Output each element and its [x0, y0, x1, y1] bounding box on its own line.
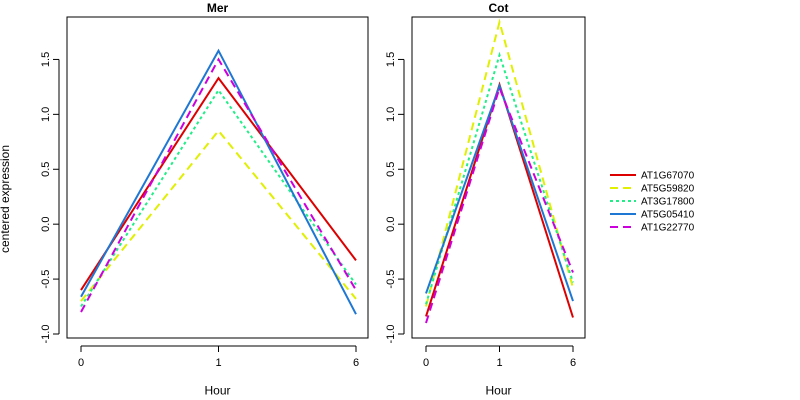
- series-line-at1g67070: [80, 76, 357, 291]
- y-tick-label: 0.5: [40, 162, 52, 177]
- legend-label: AT1G67070: [641, 171, 695, 182]
- y-tick-label: 1.0: [40, 107, 52, 122]
- y-tick-label: 0.0: [40, 217, 52, 232]
- x-axis: 0 1 6: [78, 345, 359, 369]
- x-axis-label: Hour: [485, 383, 511, 397]
- panel-title: Cot: [489, 1, 509, 15]
- legend-label: AT1G22770: [641, 223, 695, 234]
- series-line-at3g17800: [80, 88, 357, 308]
- legend: AT1G67070 AT5G59820 AT3G17800 AT5G05410 AT1G…: [610, 171, 695, 234]
- series-line-at5g05410: [80, 48, 357, 315]
- y-tick-label: -0.5: [385, 270, 397, 289]
- y-tick-label: -1.0: [40, 325, 52, 344]
- panel-title: Mer: [207, 1, 229, 15]
- x-tick-label: 0: [78, 357, 84, 369]
- y-tick-label: -0.5: [40, 270, 52, 289]
- legend-item: AT5G59820: [610, 184, 695, 195]
- x-tick-label: 0: [423, 357, 429, 369]
- x-axis-label: Hour: [204, 383, 230, 397]
- y-tick-label: 1.5: [385, 52, 397, 67]
- y-tick-label: 1.5: [40, 52, 52, 67]
- series-line-at5g05410: [425, 82, 574, 302]
- y-axis: -1.0 -0.5 0.0 0.5 1.0 1.5: [40, 52, 60, 344]
- y-tick-label: 1.0: [385, 107, 397, 122]
- x-tick-label: 1: [496, 357, 502, 369]
- y-tick-label: 0.0: [385, 217, 397, 232]
- series-group: [425, 18, 574, 324]
- plot-frame: [66, 16, 369, 339]
- legend-item: AT5G05410: [610, 210, 695, 221]
- legend-label: AT3G17800: [641, 197, 695, 208]
- x-tick-label: 1: [215, 357, 221, 369]
- series-line-at5g59820: [425, 18, 574, 307]
- y-axis-label: centered expression: [0, 145, 12, 253]
- series-line-at1g67070: [425, 81, 574, 318]
- plot-frame: [411, 16, 586, 339]
- series-line-at1g22770: [80, 57, 357, 313]
- y-tick-label: 0.5: [385, 162, 397, 177]
- x-tick-label: 6: [353, 357, 359, 369]
- x-axis: 0 1 6: [423, 345, 576, 369]
- y-tick-label: -1.0: [385, 325, 397, 344]
- legend-item: AT1G67070: [610, 171, 695, 182]
- x-tick-label: 6: [570, 357, 576, 369]
- series-line-at1g22770: [425, 85, 574, 324]
- legend-label: AT5G59820: [641, 184, 695, 195]
- series-line-at3g17800: [425, 51, 574, 305]
- series-group: [80, 48, 357, 315]
- y-axis: -1.0 -0.5 0.0 0.5 1.0 1.5: [385, 52, 405, 344]
- legend-item: AT3G17800: [610, 197, 695, 208]
- panel-mer: Mer -1.0 -0.5 0.0 0.5 1.0 1.5 0 1 6 Hour: [40, 1, 369, 397]
- panel-cot: Cot -1.0 -0.5 0.0 0.5 1.0 1.5 0 1 6 Hour: [385, 1, 586, 397]
- series-line-at5g59820: [80, 129, 357, 302]
- legend-item: AT1G22770: [610, 223, 695, 234]
- legend-label: AT5G05410: [641, 210, 695, 221]
